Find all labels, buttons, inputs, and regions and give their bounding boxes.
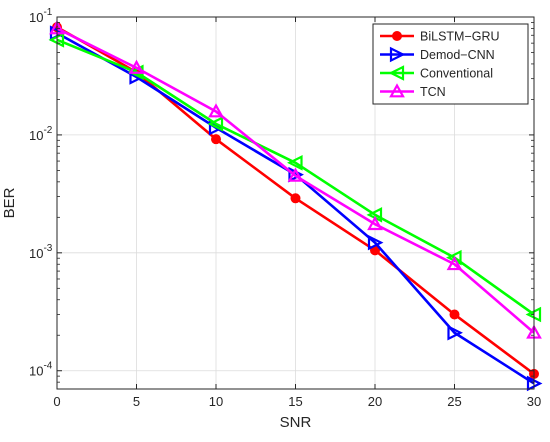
data-point xyxy=(287,167,304,182)
legend-marker xyxy=(392,31,402,41)
data-point xyxy=(447,324,463,341)
data-point xyxy=(449,309,460,320)
x-tick-label: 5 xyxy=(133,394,140,409)
y-tick-exponent: -4 xyxy=(43,361,52,372)
y-axis-label: BER xyxy=(1,187,18,218)
y-tick-exponent: -1 xyxy=(43,7,52,18)
x-tick-label: 20 xyxy=(368,394,382,409)
data-point xyxy=(128,59,145,74)
data-point xyxy=(367,234,384,251)
data-point xyxy=(290,193,301,204)
y-tick-label: 10-1 xyxy=(29,7,53,25)
y-tick-base: 10 xyxy=(29,10,43,25)
legend-marker xyxy=(389,83,405,98)
legend-item: TCN xyxy=(380,83,446,99)
y-tick-base: 10 xyxy=(29,128,43,143)
legend-marker xyxy=(388,65,405,81)
y-tick-base: 10 xyxy=(29,246,43,261)
y-tick-label: 10-4 xyxy=(29,361,53,379)
data-point xyxy=(446,249,462,266)
y-tick-exponent: -2 xyxy=(43,125,52,136)
x-axis-label: SNR xyxy=(280,414,312,431)
data-point xyxy=(207,116,224,132)
x-tick-label: 15 xyxy=(288,394,302,409)
legend: BiLSTM−GRU Demod−CNN Conventional TCN xyxy=(372,23,529,105)
legend-label: BiLSTM−GRU xyxy=(420,30,500,44)
y-tick-base: 10 xyxy=(29,364,43,379)
data-point xyxy=(129,69,145,85)
data-point xyxy=(287,155,303,171)
y-tick-label: 10-2 xyxy=(29,125,53,143)
legend-label: TCN xyxy=(420,85,446,99)
data-point xyxy=(367,215,383,231)
legend-item: Conventional xyxy=(380,65,493,81)
data-point xyxy=(208,103,224,118)
x-tick-label: 25 xyxy=(447,394,461,409)
x-tick-label: 0 xyxy=(53,394,60,409)
data-point xyxy=(446,255,463,271)
series-line xyxy=(56,27,535,334)
legend-label: Conventional xyxy=(420,67,493,81)
x-tick-label: 10 xyxy=(209,394,223,409)
y-tick-exponent: -3 xyxy=(43,243,52,254)
legend-marker xyxy=(389,46,406,63)
legend-item: Demod−CNN xyxy=(380,46,495,63)
series-layer xyxy=(48,20,543,392)
legend-item: BiLSTM−GRU xyxy=(380,30,500,44)
legend-label: Demod−CNN xyxy=(420,48,495,62)
data-point xyxy=(211,134,221,145)
y-tick-label: 10-3 xyxy=(29,243,53,261)
x-tick-label: 30 xyxy=(527,394,541,409)
